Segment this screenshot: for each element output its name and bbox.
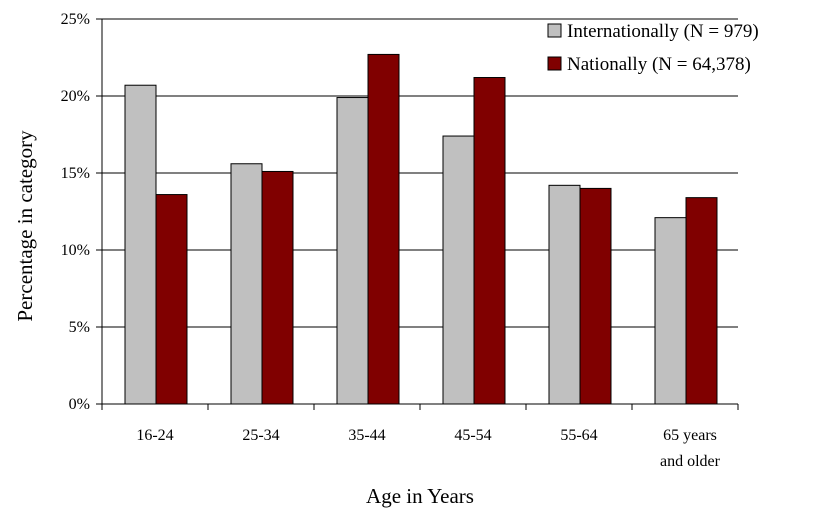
x-tick-label: 65 years bbox=[663, 427, 717, 444]
bar-nationally bbox=[367, 53, 400, 405]
x-tick-label: and older bbox=[660, 453, 721, 470]
bars bbox=[124, 53, 718, 405]
x-tick-label: 16-24 bbox=[136, 427, 173, 444]
bar-internationally bbox=[654, 217, 687, 405]
bar-nationally bbox=[261, 170, 294, 405]
bar-internationally bbox=[548, 184, 581, 405]
legend-swatch bbox=[547, 56, 562, 71]
y-tick-label: 10% bbox=[61, 242, 90, 259]
x-tick-label: 55-64 bbox=[560, 427, 597, 444]
y-axis-title: Percentage in category bbox=[13, 130, 37, 322]
bar-internationally bbox=[336, 97, 369, 405]
legend: Internationally (N = 979) Nationally (N =… bbox=[547, 21, 759, 75]
bar-internationally bbox=[442, 135, 475, 405]
bar-nationally bbox=[579, 187, 612, 405]
bar-internationally bbox=[124, 84, 157, 405]
gridlines bbox=[102, 18, 738, 328]
x-tick-label: 25-34 bbox=[242, 427, 279, 444]
y-tick-labels: 0% 5% 10% 15% 20% 25% bbox=[61, 11, 90, 413]
y-tick-label: 5% bbox=[69, 319, 90, 336]
bar-nationally bbox=[473, 77, 506, 405]
x-tick-label: 35-44 bbox=[348, 427, 385, 444]
y-tick-label: 20% bbox=[61, 88, 90, 105]
bar-internationally bbox=[230, 163, 263, 405]
legend-label: Internationally (N = 979) bbox=[567, 21, 759, 42]
y-tick-label: 0% bbox=[69, 396, 90, 413]
axes bbox=[96, 18, 739, 410]
x-tick-labels: 16-24 25-34 35-44 45-54 55-64 65 years and old… bbox=[136, 427, 720, 470]
y-tick-label: 15% bbox=[61, 165, 90, 182]
bar-nationally bbox=[685, 197, 718, 405]
legend-swatch bbox=[547, 23, 562, 38]
bar-nationally bbox=[155, 194, 188, 405]
legend-label: Nationally (N = 64,378) bbox=[567, 54, 751, 75]
y-tick-label: 25% bbox=[61, 11, 90, 28]
x-axis-title: Age in Years bbox=[366, 484, 474, 508]
x-tick-label: 45-54 bbox=[454, 427, 491, 444]
